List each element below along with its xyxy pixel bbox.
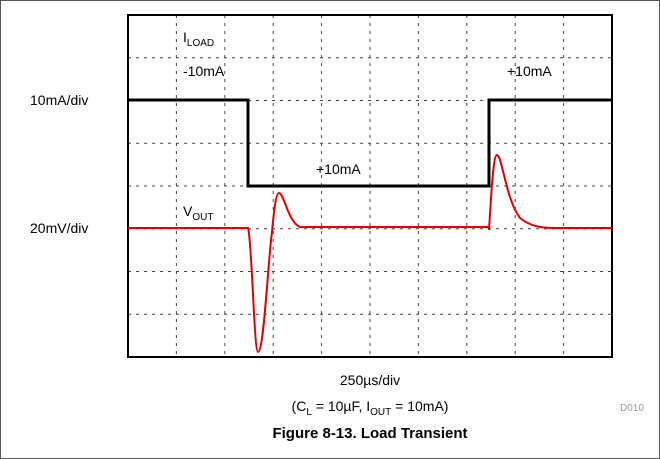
- subscript: OUT: [370, 407, 391, 418]
- plot-frame: [127, 14, 613, 358]
- time-scale: 250µs/div: [340, 372, 400, 388]
- label-main: V: [183, 203, 193, 219]
- load-current-trace: [128, 98, 612, 188]
- figure-code: D010: [620, 403, 644, 414]
- label-main: I: [183, 29, 187, 45]
- text-part: = 10mA): [391, 398, 448, 414]
- i-load-label: ILOAD: [183, 29, 214, 49]
- v-out-label: VOUT: [183, 203, 213, 223]
- caption: Figure 8-13. Load Transient: [272, 425, 467, 442]
- scale-label: 20mV/div: [30, 220, 88, 236]
- label-sub: LOAD: [187, 38, 214, 49]
- annotation: +10mA: [507, 63, 552, 79]
- annotation: +10mA: [316, 161, 361, 177]
- annotation: -10mA: [183, 63, 225, 79]
- text-part: (C: [292, 398, 307, 414]
- output-voltage-trace: [128, 153, 612, 354]
- conditions: (CL = 10µF, IOUT = 10mA): [292, 398, 449, 418]
- label-sub: OUT: [192, 212, 213, 223]
- text-part: = 10µF, I: [312, 398, 370, 414]
- scale-label: 10mA/div: [30, 92, 88, 108]
- subscript: L: [306, 407, 312, 418]
